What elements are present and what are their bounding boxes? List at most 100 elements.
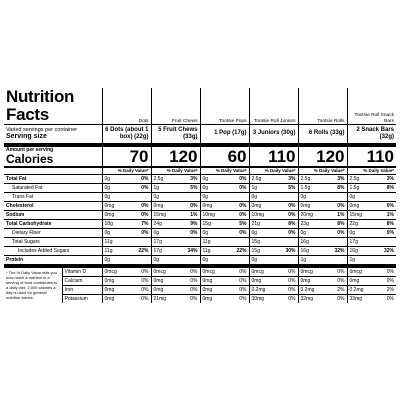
value-pair: 22g 8%	[350, 221, 395, 227]
value-pair: 17g 34%	[154, 248, 198, 254]
product-name: Tootsie Rolls	[297, 88, 348, 125]
value-pair: 0mcg 0%	[203, 270, 247, 275]
amount: 0mg	[349, 203, 360, 209]
amount: 10mg	[251, 212, 265, 218]
amount: 0g	[104, 194, 111, 200]
amount: 0g	[300, 230, 307, 236]
table-row: % Daily Value*% Daily Value*% Daily Valu…	[4, 165, 397, 175]
value-pair: 0mg 0%	[105, 296, 149, 302]
value-pair: 0mg 0%	[203, 278, 247, 284]
daily-value: 0%	[386, 278, 395, 284]
value-pair: 0g 0%	[105, 230, 149, 236]
nutrient-value: 21g 8%	[248, 219, 299, 229]
vitamin-value: 33mg 0%	[346, 294, 397, 303]
daily-value: 0%	[386, 230, 395, 236]
amount: 21g	[251, 221, 260, 227]
nutrient-value: 0g	[248, 192, 299, 202]
nutrient-value: 15g 5%	[199, 219, 250, 229]
vitamin-value: 0mcg 0%	[101, 264, 152, 277]
daily-value: 0%	[141, 269, 149, 275]
daily-value: 8%	[386, 185, 395, 191]
amount-per-serving: Amount per serving	[6, 146, 54, 153]
amount: 15g	[251, 239, 260, 245]
amount: 0g	[300, 194, 307, 200]
amount: 21mg	[153, 296, 167, 302]
daily-value: 0%	[141, 287, 149, 293]
daily-value: 0%	[337, 296, 345, 302]
value-pair: 2.5g 3%	[301, 176, 345, 182]
value-pair: 0g 0%	[350, 230, 395, 236]
amount: 0g	[104, 185, 111, 191]
value-pair: 1g 5%	[252, 185, 296, 191]
daily-value: 22%	[138, 248, 149, 254]
nutrient-value: 0g 0%	[297, 228, 348, 238]
value-pair: 23g 8%	[301, 221, 345, 227]
table-row: Total Carbohydrate 18g 7% 24g 9% 15g 5% 21g 8% 23…	[4, 219, 397, 229]
daily-value: 0%	[386, 269, 395, 275]
nutrient-label: Dietary Fiber	[4, 228, 103, 238]
daily-value: 8%	[337, 221, 345, 227]
daily-value: 5%	[288, 185, 296, 191]
amount: 2.5g	[251, 176, 262, 182]
vitamin-value: 0mg 0%	[199, 285, 250, 295]
value-pair: 10mg 0%	[203, 212, 247, 218]
daily-value: 0%	[141, 230, 149, 236]
nutrient-label: Sodium	[4, 210, 103, 220]
vitamin-value: 0mcg 0%	[150, 264, 201, 277]
nutrient-value: 0mg 0%	[297, 201, 348, 211]
amount: 11g	[104, 248, 113, 254]
nutrient-value: 0g	[346, 192, 397, 202]
daily-value: 0%	[239, 185, 247, 191]
nutrient-value: 10mg 0%	[248, 210, 299, 220]
vitamin-value: 0mg 0%	[150, 276, 201, 286]
value-pair: 0mg 0%	[301, 278, 345, 284]
value-pair: 0mg 0%	[154, 203, 198, 209]
value-pair: 0mg 0%	[105, 212, 149, 218]
nutrient-value: 2.5g 3%	[150, 174, 201, 184]
value-pair: 0g	[105, 257, 149, 263]
daily-value: 0%	[239, 230, 247, 236]
calories: 120	[297, 142, 348, 167]
serving-size-label: Serving size	[6, 132, 47, 140]
daily-value: 8%	[288, 221, 296, 227]
daily-value: 0%	[386, 203, 395, 209]
table-row: Dietary Fiber 0g 0% 0g 0% 0g 0% 0g 0% 0g 0% 0g 0%	[4, 228, 397, 238]
value-pair: 0mg 0%	[154, 287, 198, 293]
calories: 110	[346, 142, 397, 167]
nutrient-value: 10mg 0%	[199, 210, 250, 220]
amount: 1.5g	[349, 185, 360, 191]
amount: 16g	[349, 248, 358, 254]
daily-value: 0%	[288, 203, 296, 209]
table-row: Nutrition Facts Dots Fruit Chews Tootsie Po…	[4, 88, 397, 125]
vitamin-value: 0.2mg 0%	[248, 285, 299, 295]
daily-value: 0%	[190, 230, 198, 236]
vitamin-value: 0.2mg 2%	[346, 285, 397, 295]
serving: 2 Snack Bars (32g)	[346, 124, 397, 145]
daily-value: 22%	[236, 248, 247, 254]
value-pair: 0g 0%	[252, 230, 296, 236]
nutrient-label: Saturated Fat	[4, 183, 103, 193]
value-pair: 18g 7%	[105, 221, 149, 227]
amount: 0mcg	[104, 269, 117, 275]
amount: 24g	[153, 221, 162, 227]
value-pair: 0g	[252, 257, 296, 263]
vitamin-label: Calcium	[61, 276, 103, 286]
value-pair: 0mg 0%	[203, 287, 247, 293]
vitamin-value: 0mcg 0%	[248, 264, 299, 277]
table-row: Calcium 0mg 0% 0mg 0% 0mg 0% 0mg 0% 0mg 0% 0mg 0%	[4, 276, 397, 286]
amount: 0mg	[104, 296, 115, 302]
vitamin-label: Iron	[61, 285, 103, 295]
nutrient-value: 11g	[199, 237, 250, 247]
table-row: Amount per serving Calories 70 120 60 110 120 1…	[4, 142, 397, 167]
value-pair: 0g 0%	[105, 185, 149, 191]
value-pair: 0mcg 0%	[104, 269, 149, 275]
value-pair: 0g	[154, 257, 198, 263]
serving: 6 Dots (about 1 box) (22g)	[101, 124, 152, 145]
nutrient-value: 0g 0%	[248, 228, 299, 238]
amount: 22g	[349, 221, 358, 227]
daily-value: 0%	[288, 296, 296, 302]
amount: 16g	[300, 248, 309, 254]
amount: 0g	[349, 194, 356, 200]
vitamin-label: Potassium	[61, 294, 103, 303]
servings-per-container: Varied servings per container	[6, 126, 78, 133]
